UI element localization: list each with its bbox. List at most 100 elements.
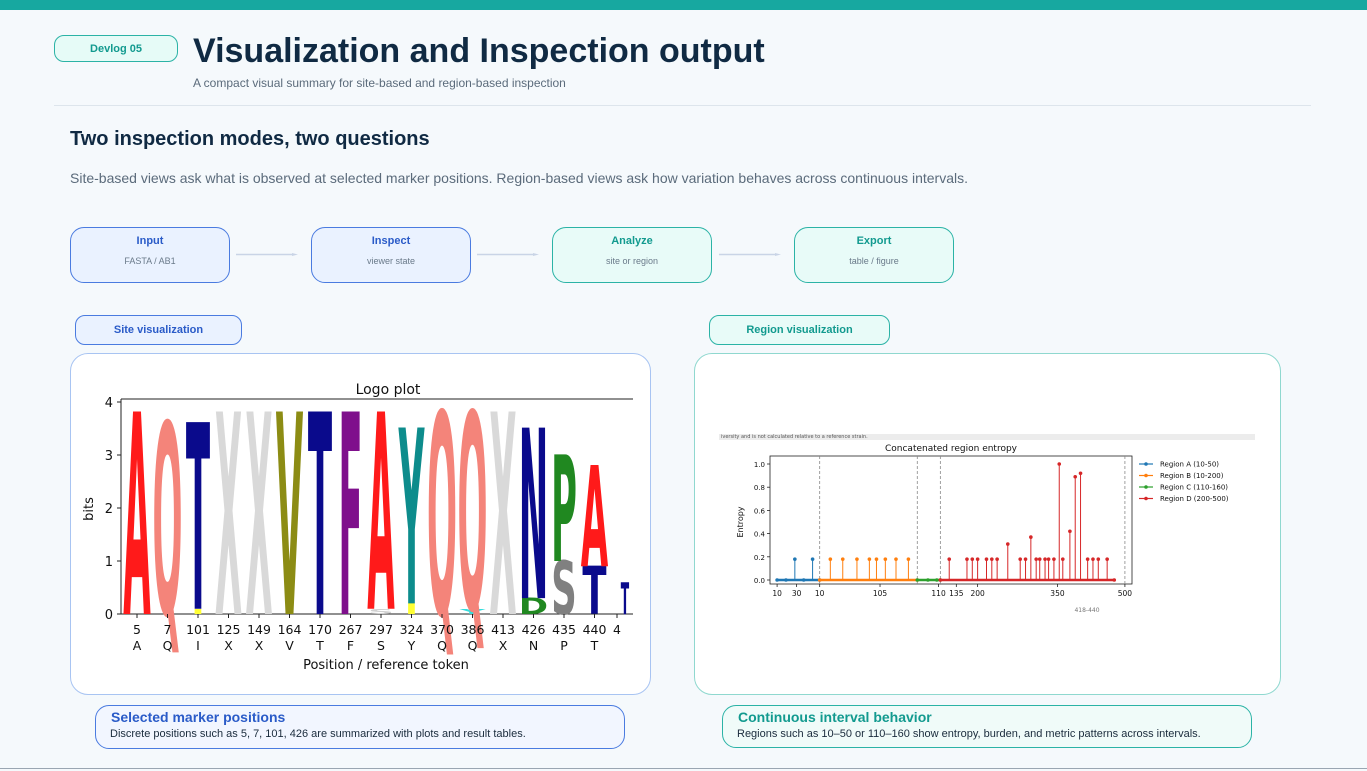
region-caption-title: Continuous interval behavior (738, 709, 932, 725)
flow-step-sub: site or region (605, 256, 659, 266)
logo-letter-mark: Y (458, 607, 486, 616)
logo-letter-mark: X (215, 356, 242, 680)
devlog-badge: Devlog 05 (54, 35, 178, 62)
entropy-point (1073, 474, 1078, 479)
entropy-ytick-label: 0.2 (754, 554, 765, 562)
logo-token-label: X (255, 638, 264, 653)
site-caption-title: Selected marker positions (111, 709, 286, 725)
logo-ytick-label: 2 (105, 502, 113, 517)
entropy-point (1078, 471, 1083, 476)
logo-letter-mark: P (551, 426, 577, 596)
logo-token-label: X (499, 638, 508, 653)
entropy-point (915, 578, 920, 582)
logo-token-label: A (133, 638, 142, 653)
logo-position-label: 386 (461, 622, 485, 637)
region-visualization-card: iversity and is not calculated relative … (694, 353, 1281, 695)
logo-letter-mark: Y (398, 380, 424, 661)
entropy-point (935, 578, 939, 582)
entropy-xtick-label: 200 (970, 589, 985, 598)
entropy-point (975, 557, 980, 561)
entropy-ytick-label: 1.0 (754, 461, 765, 469)
logo-letter-mark: F (338, 356, 362, 680)
flow-step-input: Input FASTA / AB1 (70, 227, 230, 283)
logo-token-label: T (590, 638, 599, 653)
logo-token-label: F (347, 638, 354, 653)
logo-token-label: N (529, 638, 538, 653)
logo-letter-mark: A (367, 359, 394, 673)
entropy-point (938, 578, 943, 582)
flow-arrow-icon (477, 253, 539, 256)
entropy-point (840, 557, 845, 561)
logo-letter-mark: N (519, 383, 549, 654)
entropy-point (906, 557, 911, 561)
region-caption: Continuous interval behavior Regions suc… (722, 705, 1252, 748)
entropy-point (1005, 542, 1010, 546)
top-accent-bar (0, 0, 1367, 10)
entropy-xtick-label: 10 (815, 589, 825, 598)
entropy-point (1052, 557, 1056, 561)
logo-position-label: 4 (613, 622, 621, 637)
logo-ytick-label: 0 (105, 608, 113, 623)
entropy-point (970, 557, 975, 561)
entropy-point (984, 557, 989, 561)
entropy-point (828, 557, 833, 561)
flow-arrow-icon (236, 253, 298, 256)
logo-position-label: 149 (247, 622, 271, 637)
logo-token-label: X (224, 638, 233, 653)
entropy-point (867, 557, 872, 561)
region-caption-text: Regions such as 10–50 or 110–160 show en… (737, 728, 1201, 740)
entropy-point (1037, 557, 1042, 561)
flow-step-label: Export (856, 235, 892, 247)
entropy-point (1057, 462, 1062, 466)
logo-position-label: 297 (369, 622, 393, 637)
logo-letter-mark: T (621, 573, 629, 625)
entropy-point (1105, 557, 1109, 561)
entropy-point (947, 557, 952, 561)
entropy-point (1096, 557, 1101, 561)
logo-letter-mark: T (186, 372, 210, 670)
entropy-point (926, 578, 930, 582)
logo-position-label: 324 (400, 622, 424, 637)
logo-position-label: 426 (522, 622, 546, 637)
flow-step-label: Analyze (611, 235, 653, 247)
tab-site-visualization[interactable]: Site visualization (75, 315, 242, 345)
logo-letter-mark: S (368, 607, 393, 616)
entropy-point (855, 557, 859, 561)
entropy-plot-ylabel: Entropy (736, 506, 745, 537)
logo-position-label: 7 (164, 622, 172, 637)
header-divider (54, 105, 1311, 106)
entropy-point (874, 557, 879, 561)
entropy-xtick-label: 350 (1050, 589, 1065, 598)
logo-token-label: Q (437, 638, 447, 653)
entropy-ytick-label: 0.4 (754, 531, 766, 539)
entropy-point (883, 557, 888, 561)
logo-token-label: Q (468, 638, 478, 653)
flow-arrow-icon (719, 253, 781, 256)
logo-token-label: Y (407, 638, 416, 653)
logo-letter-mark: A (123, 356, 150, 680)
entropy-top-text: iversity and is not calculated relative … (721, 434, 868, 440)
logo-position-label: 413 (491, 622, 515, 637)
entropy-point (1112, 578, 1117, 582)
logo-position-label: 170 (308, 622, 332, 637)
entropy-point (775, 578, 779, 582)
logo-plot-title: Logo plot (356, 382, 421, 398)
entropy-point (810, 557, 815, 561)
entropy-point (1023, 557, 1028, 561)
logo-token-label: I (196, 638, 200, 653)
flow-step-sub: FASTA / AB1 (124, 256, 176, 266)
entropy-ytick-label: 0.0 (754, 577, 765, 585)
site-caption: Selected marker positions Discrete posit… (95, 705, 625, 749)
entropy-legend-label: Region C (110-160) (1160, 484, 1228, 492)
logo-ytick-label: 4 (105, 396, 113, 411)
logo-plot-ylabel: bits (82, 497, 97, 521)
site-caption-text: Discrete positions such as 5, 7, 101, 42… (110, 728, 526, 740)
flow-step-label: Inspect (371, 235, 411, 247)
entropy-xtick-label: 110 (931, 589, 946, 598)
logo-token-label: T (315, 638, 324, 653)
flow-step-analyze: Analyze site or region (552, 227, 712, 283)
tab-region-visualization[interactable]: Region visualization (709, 315, 890, 345)
logo-letter-mark: I (405, 601, 418, 618)
logo-token-label: V (285, 638, 294, 653)
logo-position-label: 267 (339, 622, 363, 637)
